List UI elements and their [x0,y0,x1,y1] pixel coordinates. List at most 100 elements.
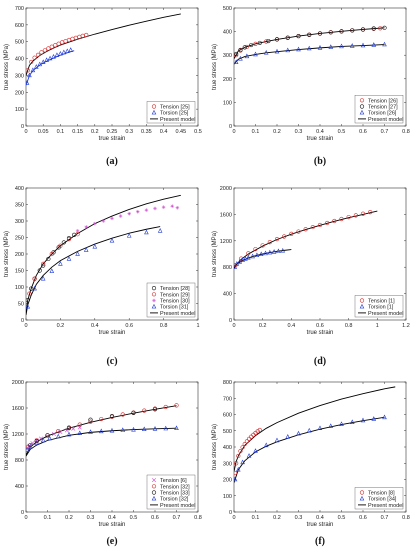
y-tick-label: 1600 [220,212,232,218]
legend-entry: Present model [160,503,195,509]
data-point-series-1 [349,419,355,425]
data-point-series-2 [28,442,33,448]
series-line-3 [234,27,385,59]
data-point-series-0 [77,425,82,430]
x-tick-label: 0.4 [316,515,324,521]
data-point-series-1 [271,249,277,254]
x-tick-label: 0 [24,323,27,329]
data-point-series-0 [26,298,30,303]
data-point-series-1 [285,434,291,439]
series-line-4 [234,44,385,65]
x-tick-label: 0.2 [57,323,65,329]
data-point-series-0 [238,448,243,454]
data-point-series-1 [285,35,290,40]
data-point-series-1 [37,61,43,67]
data-point-series-1 [44,57,49,62]
x-tick-label: 0.25 [107,129,118,135]
data-point-series-1 [142,408,147,413]
data-point-series-0 [242,441,247,447]
y-tick-label: 800 [223,380,232,386]
data-point-series-1 [58,50,63,56]
x-tick-label: 1.2 [402,323,410,329]
data-point-series-0 [46,256,51,262]
data-point-series-2 [45,433,50,438]
data-point-series-3 [88,429,93,434]
data-point-series-0 [56,41,61,46]
data-point-series-0 [51,431,56,437]
legend-marker-swatch [151,495,157,501]
legend: Tension [25]Torsion [25]Present model [146,101,196,124]
data-point-series-2 [382,41,387,47]
y-tick-label: 0 [21,124,24,130]
data-point-series-1 [41,261,46,267]
data-point-series-1 [40,59,46,64]
y-tick-label: 600 [223,413,232,419]
x-tick-label: 0.2 [259,323,267,329]
data-point-series-1 [306,427,312,433]
data-point-series-3 [55,433,61,439]
data-point-series-1 [371,26,376,31]
data-point-series-1 [64,48,70,54]
data-point-series-1 [234,51,239,57]
data-point-series-1 [267,249,273,255]
data-point-series-2 [371,42,377,47]
data-point-series-1 [253,448,258,453]
legend-entry: Tension [33] [160,491,190,497]
legend: Tension [8]Torsion [34]Present model [354,487,403,510]
data-point-series-1 [254,252,260,258]
panel-label: (a) [106,156,118,167]
legend-marker-swatch [151,286,157,291]
panel-label: (e) [106,536,117,547]
x-tick-label: 0.8 [402,515,410,521]
y-tick-label: 600 [15,23,24,29]
legend-box [146,101,196,124]
legend-entry: Tension [8] [368,491,395,497]
data-point-series-0 [360,211,366,216]
y-tick-label: 800 [15,458,24,464]
data-point-series-2 [84,225,88,229]
data-point-series-1 [66,237,72,242]
data-point-series-3 [40,437,46,443]
data-point-series-0 [244,44,249,50]
data-point-series-1 [236,466,241,472]
data-point-series-0 [255,429,260,434]
y-tick-label: 200 [223,478,232,484]
data-point-series-1 [58,243,63,248]
y-axis-label: true stress (MPa) [4,44,10,90]
series-line-4 [26,194,181,314]
data-point-series-0 [260,243,265,248]
y-tick-label: 200 [15,90,24,96]
data-point-series-1 [234,476,238,482]
data-point-series-1 [339,29,344,34]
x-axis-label: true strain [307,136,334,142]
legend-entry: Tension [26] [368,98,398,104]
data-point-series-1 [382,25,387,30]
data-point-series-0 [353,213,358,218]
x-tick-label: 0 [24,129,27,135]
legend: Tension [6]Tension [32]Tension [33]Torsi… [146,474,195,510]
data-point-series-2 [175,206,180,210]
legend-marker-swatch [359,298,365,303]
data-point-series-2 [152,407,158,412]
data-point-series-1 [51,54,56,59]
x-tick-label: 0.4 [91,323,99,329]
x-tick-label: 0.4 [160,129,168,135]
legend: Tension [26]Tension [27]Torsion [26]Pres… [354,94,403,124]
x-tick-label: 0.6 [125,323,133,329]
x-axis-label: true strain [99,522,126,528]
legend-marker-swatch [151,478,157,483]
data-point-series-0 [236,453,241,459]
data-point-series-3 [98,428,104,434]
data-point-series-2 [296,46,301,52]
data-point-series-2 [118,214,123,218]
y-tick-label: 200 [223,77,232,83]
data-point-series-1 [54,52,60,57]
y-tick-label: 0 [229,124,232,130]
legend-entry: Tension [27] [368,105,398,111]
data-point-series-2 [170,204,174,208]
x-tick-label: 0.7 [173,515,181,521]
legend-marker-swatch [359,104,365,109]
y-tick-label: 0 [229,318,232,324]
data-point-series-0 [53,43,58,48]
